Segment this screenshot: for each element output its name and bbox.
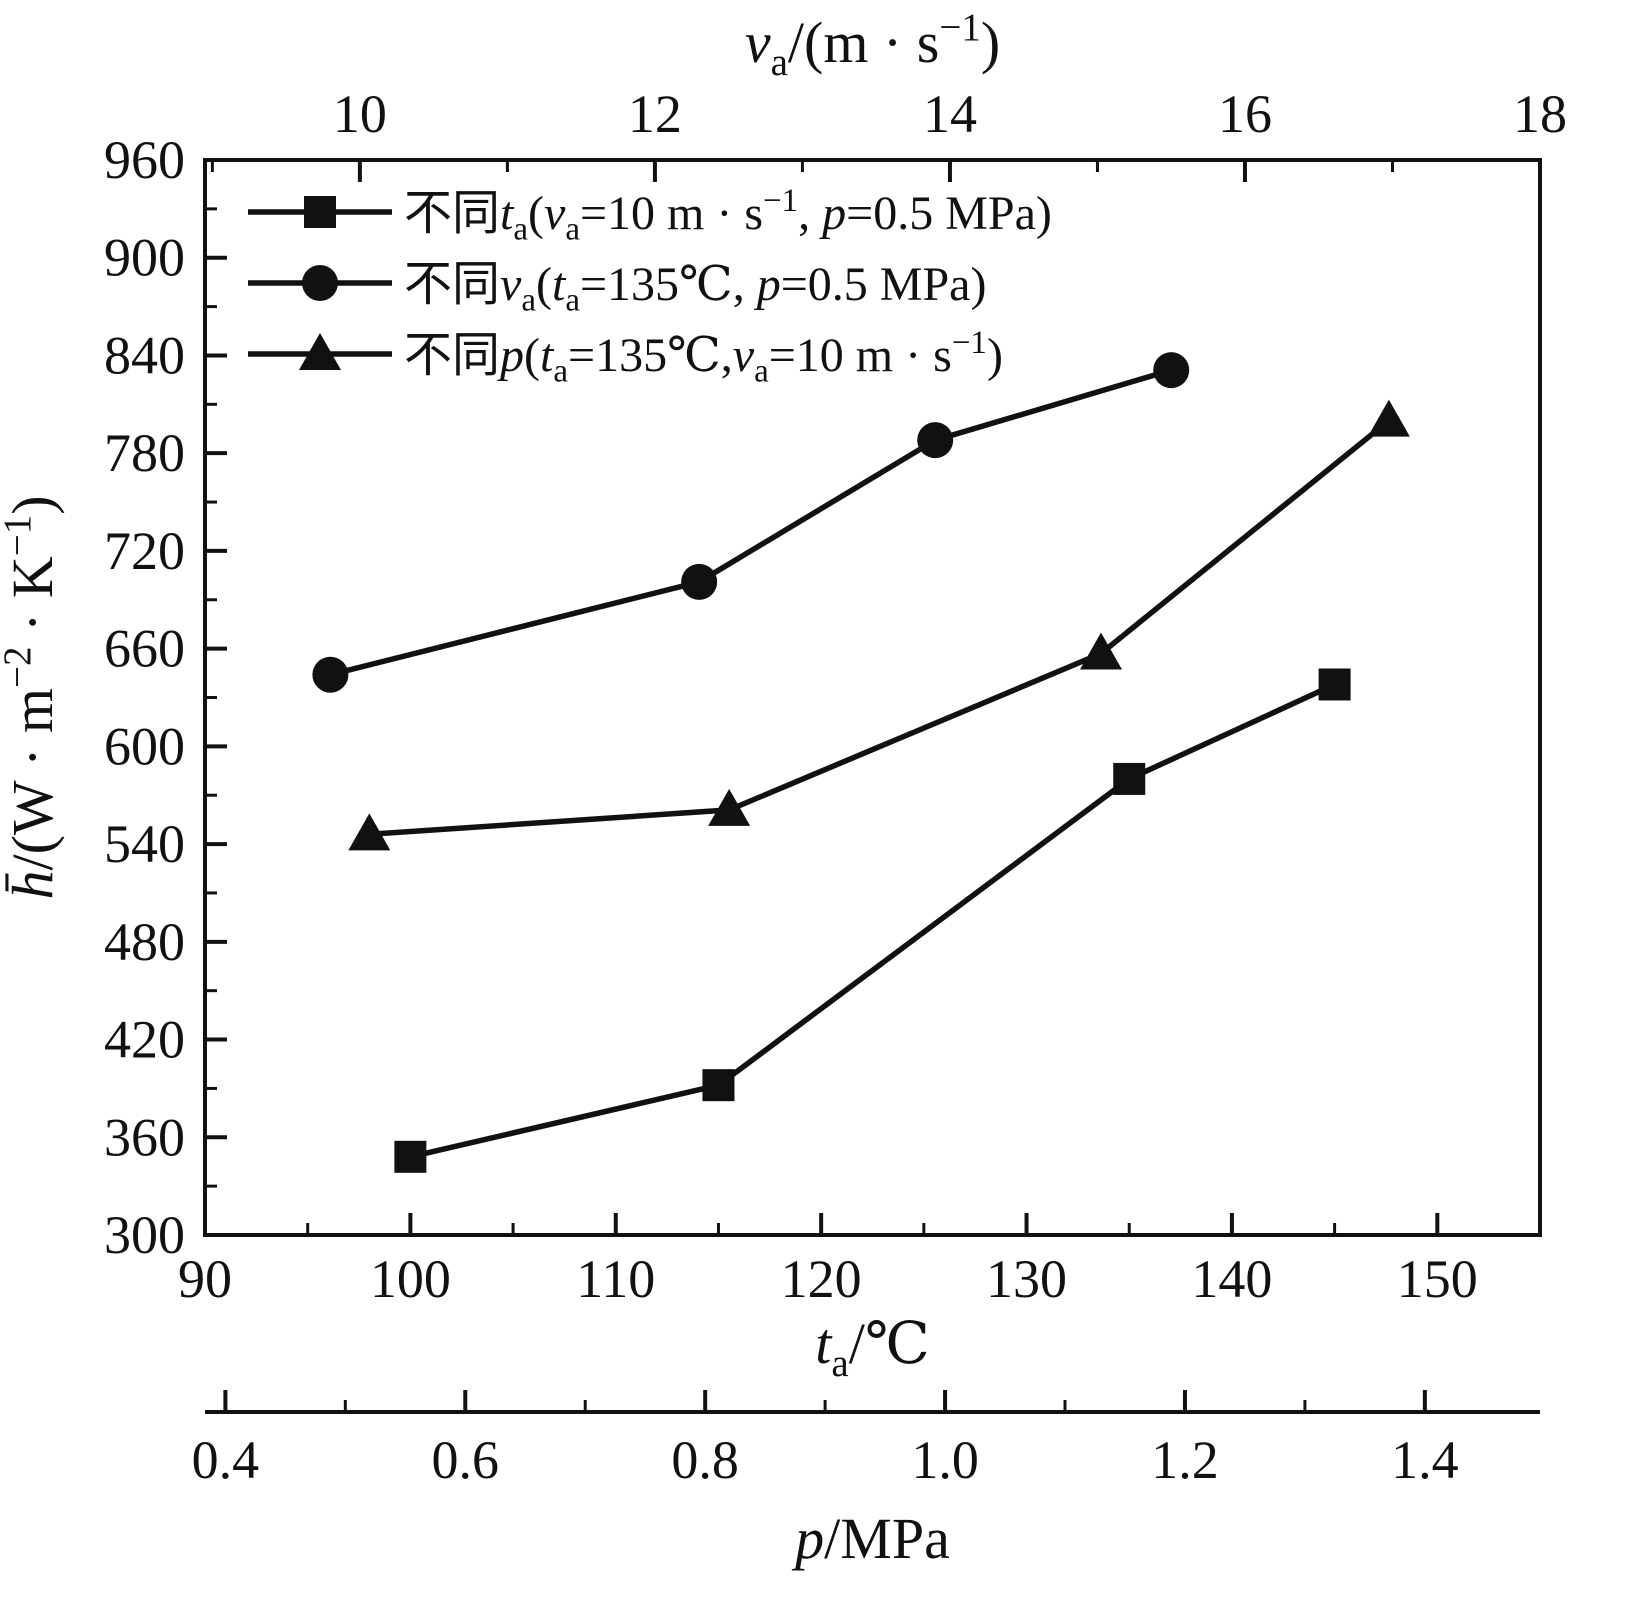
series-square xyxy=(394,668,1351,1173)
data-point-square xyxy=(1318,668,1351,701)
p-tick-label: 0.4 xyxy=(192,1430,260,1490)
p-tick-label: 1.2 xyxy=(1151,1430,1219,1490)
p-tick-label: 0.8 xyxy=(671,1430,739,1490)
legend-item: 不同p(ta=135℃,va=10 m · s−1) xyxy=(248,325,1003,390)
x-tick-label: 90 xyxy=(178,1249,232,1309)
data-point-square xyxy=(304,196,336,228)
x-tick-label: 140 xyxy=(1191,1249,1272,1309)
y-tick-label: 480 xyxy=(104,912,185,972)
x-top-tick-label: 16 xyxy=(1218,84,1272,144)
legend: 不同ta(va=10 m · s−1, p=0.5 MPa) 不同va(ta=13… xyxy=(248,183,1052,390)
series-triangle xyxy=(348,399,1410,851)
y-tick-label: 840 xyxy=(104,325,185,385)
series-circle xyxy=(312,352,1190,693)
data-point-triangle xyxy=(299,333,341,370)
legend-label: 不同va(ta=135℃, p=0.5 MPa) xyxy=(404,258,986,319)
y-tick-label: 420 xyxy=(104,1010,185,1070)
data-point-circle xyxy=(917,422,954,459)
legend-item: 不同ta(va=10 m · s−1, p=0.5 MPa) xyxy=(248,183,1052,248)
x-axis-bottom: 90 100 110 120 130 140 150 ta/℃ xyxy=(178,1213,1542,1385)
x-top-tick-label: 14 xyxy=(923,84,977,144)
legend-label: 不同ta(va=10 m · s−1, p=0.5 MPa) xyxy=(404,183,1052,248)
series xyxy=(312,352,1410,1173)
x-tick-label: 130 xyxy=(986,1249,1067,1309)
data-point-triangle xyxy=(1079,632,1122,670)
data-point-triangle xyxy=(1367,399,1410,437)
data-point-circle xyxy=(302,265,338,301)
p-tick-label: 0.6 xyxy=(432,1430,500,1490)
x-tick-label: 100 xyxy=(370,1249,451,1309)
y-tick-label: 600 xyxy=(104,716,185,776)
data-point-square xyxy=(702,1069,735,1102)
x-top-tick-label: 12 xyxy=(628,84,682,144)
y-tick-label: 540 xyxy=(104,814,185,874)
x-axis-p: 0.4 0.6 0.8 1.0 1.2 1.4 p/MPa xyxy=(192,1390,1540,1571)
p-tick-label: 1.4 xyxy=(1391,1430,1459,1490)
data-point-circle xyxy=(312,656,349,693)
series-line xyxy=(409,682,1336,1160)
y-tick-label: 300 xyxy=(104,1205,185,1265)
x-axis-bottom-title: ta/℃ xyxy=(815,1311,929,1385)
y-tick-label: 720 xyxy=(104,521,185,581)
x-tick-label: 150 xyxy=(1397,1249,1478,1309)
x-axis-top: 10 12 14 16 18 va/(m · s−1) xyxy=(210,6,1567,182)
y-tick-label: 360 xyxy=(104,1107,185,1167)
x-tick-label: 110 xyxy=(576,1249,655,1309)
x-tick-label: 120 xyxy=(781,1249,862,1309)
series-line xyxy=(329,367,1172,678)
data-point-square xyxy=(1113,762,1146,795)
y-tick-label: 660 xyxy=(104,619,185,679)
legend-label: 不同p(ta=135℃,va=10 m · s−1) xyxy=(404,325,1003,390)
data-point-triangle xyxy=(708,788,751,826)
data-point-square xyxy=(394,1140,427,1173)
y-tick-label: 900 xyxy=(104,228,185,288)
x-axis-p-title: p/MPa xyxy=(791,1506,950,1571)
x-top-tick-label: 10 xyxy=(333,84,387,144)
x-axis-top-title: va/(m · s−1) xyxy=(745,6,1000,84)
y-tick-label: 960 xyxy=(104,130,185,190)
data-point-triangle xyxy=(348,813,391,851)
y-axis-title: h̄/(W · m−2 · K−1) xyxy=(0,495,65,899)
legend-item: 不同va(ta=135℃, p=0.5 MPa) xyxy=(248,258,986,319)
data-point-circle xyxy=(681,563,718,600)
y-tick-label: 780 xyxy=(104,423,185,483)
data-point-circle xyxy=(1153,352,1190,389)
y-axis: 300 360 420 480 540 600 660 720 780 840 900 960 h̄/(… xyxy=(0,130,227,1265)
series-line xyxy=(369,418,1391,838)
x-top-tick-label: 18 xyxy=(1513,84,1567,144)
p-tick-label: 1.0 xyxy=(911,1430,979,1490)
